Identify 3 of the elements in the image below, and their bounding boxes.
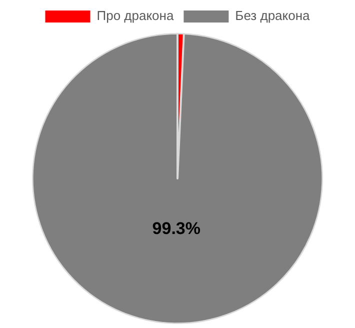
legend-label: Без дракона — [235, 8, 311, 24]
legend-label: Про дракона — [96, 8, 174, 24]
data-label: 99.3% — [152, 219, 200, 238]
